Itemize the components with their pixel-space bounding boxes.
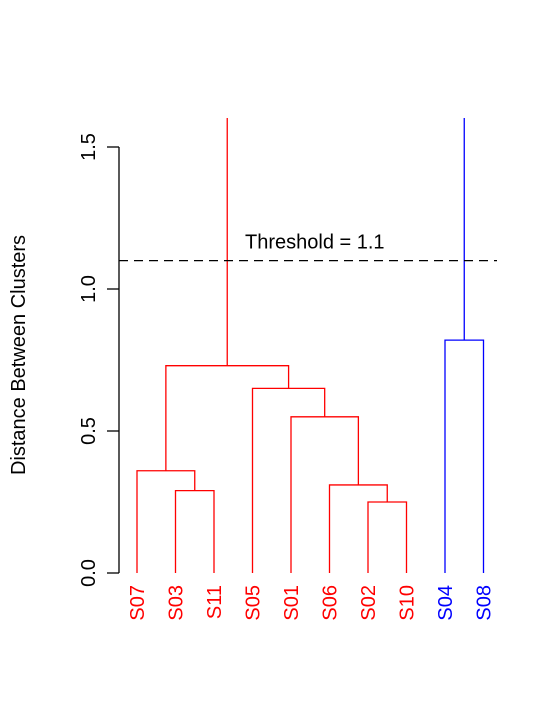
leaf-label: S05	[243, 585, 265, 621]
leaf-label: S07	[127, 585, 149, 621]
leaf-label: S04	[435, 585, 457, 621]
dendrogram-link	[166, 366, 289, 471]
dendrogram-link	[137, 471, 195, 573]
y-axis-label: Distance Between Clusters	[8, 235, 30, 475]
dendrogram-link	[368, 502, 407, 573]
threshold-label: Threshold = 1.1	[245, 232, 385, 254]
dendrogram-link	[176, 491, 215, 573]
dendrogram-link	[291, 417, 358, 573]
leaf-label: S10	[397, 585, 419, 621]
leaf-label: S08	[474, 585, 496, 621]
dendrogram-link	[445, 340, 484, 573]
dendrogram-link	[330, 485, 388, 573]
dendrogram-tree	[137, 118, 484, 573]
y-axis: 0.0 0.5 1.0 1.5	[78, 133, 119, 587]
y-tick-label: 1.0	[78, 275, 100, 303]
leaf-label: S01	[281, 585, 303, 621]
leaf-labels: S07 S03 S11 S05 S01 S06 S02 S10 S04 S08	[127, 585, 496, 621]
leaf-label: S03	[166, 585, 188, 621]
y-tick-label: 0.0	[78, 559, 100, 587]
leaf-label: S11	[204, 585, 226, 619]
dendrogram-link	[253, 388, 325, 573]
leaf-label: S02	[358, 585, 380, 621]
y-tick-label: 1.5	[78, 133, 100, 161]
leaf-label: S06	[320, 585, 342, 621]
y-tick-label: 0.5	[78, 417, 100, 445]
